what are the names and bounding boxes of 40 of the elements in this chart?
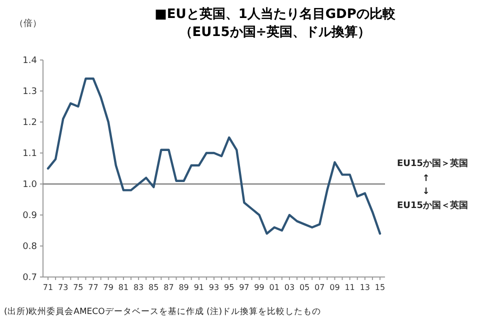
text: (出所)欧州委員会AMECOデータベースを基に作成 (注)ドル換算を比較したもの <box>4 306 322 317</box>
x-tick-label: 09 <box>330 283 340 292</box>
text: EU15か国＜英国 <box>397 200 468 211</box>
y-tick-label: 1.2 <box>22 118 37 128</box>
x-tick-label: 75 <box>73 283 84 292</box>
x-tick-label: 99 <box>254 283 264 292</box>
x-tick-label: 91 <box>194 283 204 292</box>
y-tick-label: 0.9 <box>22 211 38 221</box>
x-tick-label: 03 <box>284 283 295 292</box>
text: ↑ <box>422 174 430 184</box>
line-series <box>46 78 382 235</box>
chart-title: ■EUと英国、1人当たり名目GDPの比較 <box>154 7 396 22</box>
y-tick-label: 0.8 <box>22 242 38 252</box>
x-tick-label: 87 <box>164 283 174 292</box>
x-tick-label: 01 <box>269 283 280 292</box>
y-tick-label: 0.7 <box>22 273 37 283</box>
x-tick-label: 13 <box>360 283 370 292</box>
x-tick-label: 93 <box>208 283 220 292</box>
y-tick-label: 1.1 <box>22 149 37 159</box>
x-tick-label: 73 <box>58 283 68 292</box>
text: ↓ <box>422 187 430 197</box>
chart-subtitle: （EU15か国÷英国、ドル換算） <box>179 25 371 40</box>
y-axis-title: （倍） <box>14 18 42 29</box>
x-tick-label: 05 <box>299 283 310 292</box>
x-tick-label: 85 <box>148 283 159 292</box>
y-tick-label: 1.0 <box>22 180 38 190</box>
text: EU15か国＞英国 <box>397 158 468 169</box>
x-tick-label: 97 <box>239 283 250 292</box>
x-tick-label: 11 <box>344 283 355 292</box>
y-tick-label: 1.3 <box>22 87 37 97</box>
x-tick-label: 95 <box>224 283 234 292</box>
x-tick-label: 15 <box>374 283 386 292</box>
x-tick-label: 71 <box>42 283 54 292</box>
x-tick-label: 77 <box>88 283 98 292</box>
x-tick-label: 79 <box>103 283 114 292</box>
x-tick-label: 81 <box>118 283 129 292</box>
y-tick-label: 1.4 <box>22 56 38 66</box>
x-tick-label: 89 <box>178 283 189 292</box>
x-tick-label: 07 <box>314 283 325 292</box>
x-tick-label: 83 <box>133 283 144 292</box>
